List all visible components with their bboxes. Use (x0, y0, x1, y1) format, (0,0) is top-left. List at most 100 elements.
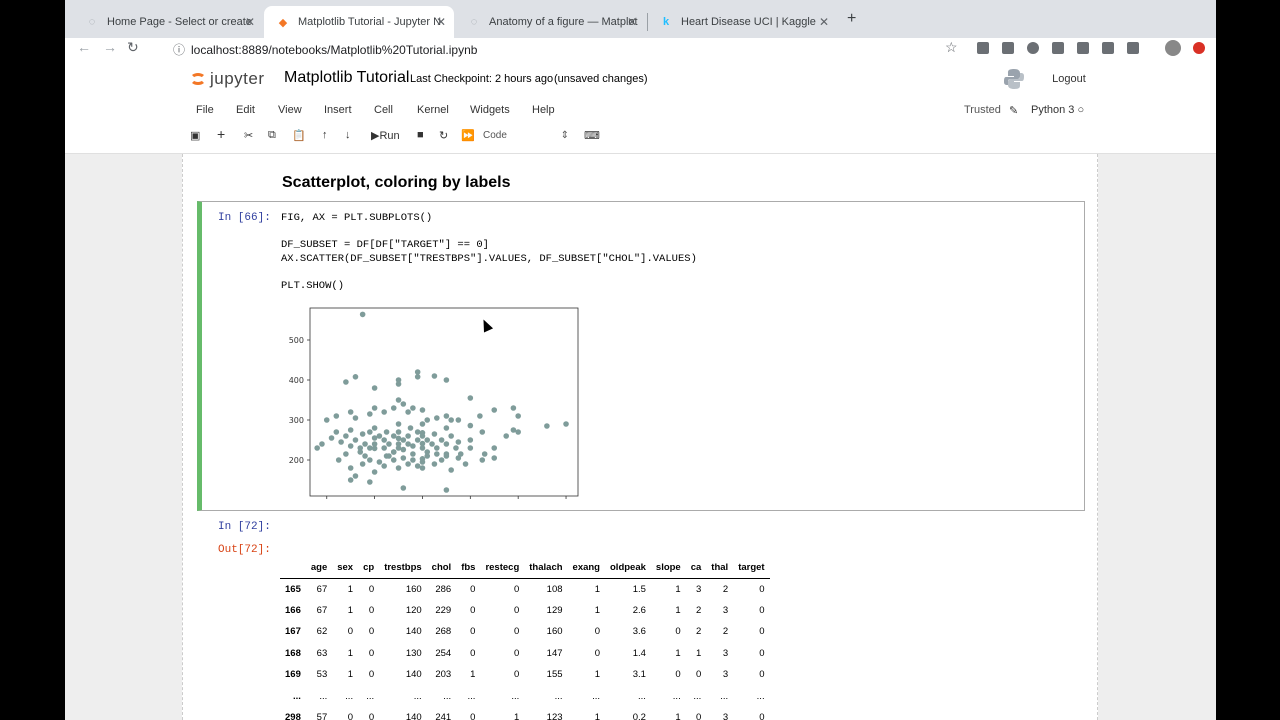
menu-kernel[interactable]: Kernel (417, 104, 449, 116)
scatter-point (462, 461, 469, 467)
scatter-point (359, 431, 366, 437)
table-cell: 2 (696, 604, 702, 616)
extension-icon[interactable] (1002, 42, 1014, 54)
menu-edit[interactable]: Edit (236, 104, 255, 116)
back-arrow-icon[interactable]: ← (77, 39, 91, 55)
cut-icon[interactable]: ✂ (244, 130, 254, 142)
code-cell-66[interactable]: In [66]: FIG, AX = PLT.SUBPLOTS() DF_SUB… (197, 201, 1085, 511)
row-index: ... (292, 690, 301, 702)
table-cell: 130 (405, 647, 422, 659)
table-header-row: age sex cp trestbps chol fbs restecg thalach exa… (280, 558, 770, 578)
table-cell: 2 (696, 626, 702, 638)
move-up-icon[interactable]: ↑ (322, 129, 328, 141)
scatter-point (352, 374, 359, 380)
scatter-point (419, 459, 426, 465)
menu-help[interactable]: Help (532, 104, 555, 116)
insert-cell-icon[interactable]: + (217, 126, 226, 142)
scatter-plot: 100 120 140 160 180 200 200 300 400 500 (272, 302, 582, 510)
scatter-point (503, 433, 510, 439)
table-cell: 0 (470, 604, 476, 616)
close-tab-icon[interactable]: ✕ (626, 15, 637, 29)
x-tick-label: 160 (463, 501, 478, 502)
logout-button[interactable]: Logout (1052, 73, 1086, 85)
scatter-point (371, 385, 378, 391)
scatter-point (410, 457, 416, 463)
tab-matplotlib-tutorial[interactable]: ◆ Matplotlib Tutorial - Jupyter N ✕ (264, 6, 454, 38)
scatter-point (371, 425, 378, 431)
scatter-point (347, 409, 354, 415)
table-cell: ... (467, 690, 476, 702)
extension-icon[interactable] (1102, 42, 1114, 54)
move-down-icon[interactable]: ↓ (345, 129, 351, 141)
table-cell: 254 (435, 647, 452, 659)
url-field[interactable]: ⓘ localhost:8889/notebooks/Matplotlib%20T… (173, 41, 477, 58)
menu-view[interactable]: View (278, 104, 302, 116)
table-cell: 0 (696, 669, 702, 681)
edit-pencil-icon[interactable]: ✎ (1009, 105, 1019, 117)
tab-home-page[interactable]: ◌ Home Page - Select or create ✕ (73, 6, 263, 38)
row-index: 165 (285, 583, 301, 595)
paste-icon[interactable]: 📋 (292, 130, 306, 142)
restart-run-all-icon[interactable]: ⏩ (461, 130, 475, 142)
keyboard-icon[interactable]: ⌨ (584, 130, 600, 142)
close-tab-icon[interactable]: ✕ (244, 15, 255, 29)
scatter-point (448, 467, 454, 473)
tab-anatomy-of-figure[interactable]: ◌ Anatomy of a figure — Matplot ✕ (455, 6, 645, 38)
table-cell: ... (592, 690, 600, 702)
menu-insert[interactable]: Insert (324, 104, 352, 116)
input-prompt: In [66]: (218, 212, 271, 224)
code-line: FIG, AX = PLT.SUBPLOTS() (281, 212, 433, 224)
table-cell: 0 (759, 712, 765, 720)
extension-icon[interactable] (1193, 42, 1205, 54)
extension-icon[interactable] (1052, 42, 1064, 54)
scatter-plot-svg: 100 120 140 160 180 200 200 300 400 500 (289, 307, 579, 510)
table-cell: 286 (435, 583, 452, 595)
scatter-point (352, 473, 359, 479)
table-cell: 147 (546, 647, 563, 659)
column-header: oldpeak (610, 562, 646, 574)
table-cell: 0 (675, 669, 681, 681)
table-cell: 0 (675, 626, 681, 638)
reload-icon[interactable]: ↻ (127, 39, 139, 55)
extension-icon[interactable] (1077, 42, 1089, 54)
scatter-point (467, 395, 474, 401)
menu-file[interactable]: File (196, 104, 214, 116)
interrupt-icon[interactable]: ■ (417, 129, 424, 141)
table-row: ........................................… (280, 686, 770, 708)
scatter-point (455, 417, 462, 423)
x-tick-label: 140 (415, 501, 430, 502)
bookmark-star-icon[interactable]: ☆ (945, 39, 958, 55)
extension-icon[interactable] (1027, 42, 1039, 54)
trusted-indicator[interactable]: Trusted (964, 104, 1001, 116)
table-cell: 0 (594, 647, 600, 659)
table-cell: 1 (696, 647, 702, 659)
scatter-point (434, 445, 440, 451)
run-button[interactable]: ▶︎Run (371, 129, 400, 142)
save-icon[interactable]: ▣ (190, 130, 201, 142)
extension-icon[interactable] (977, 42, 989, 54)
menu-cell[interactable]: Cell (374, 104, 393, 116)
jupyter-logo[interactable]: jupyter (188, 68, 265, 90)
tab-heart-disease-kaggle[interactable]: k Heart Disease UCI | Kaggle ✕ (647, 6, 837, 38)
notebook-area: Scatterplot, coloring by labels In [66]:… (65, 154, 1216, 720)
menu-widgets[interactable]: Widgets (470, 104, 510, 116)
scatter-point (429, 441, 435, 447)
profile-avatar[interactable] (1165, 40, 1181, 56)
table-cell: 0 (759, 604, 765, 616)
table-cell: 0 (368, 669, 375, 681)
scatter-point (410, 405, 416, 411)
scatter-point (419, 421, 426, 427)
new-tab-button[interactable]: + (847, 10, 857, 27)
copy-icon[interactable]: ⧉ (268, 129, 276, 141)
extension-icon[interactable] (1127, 42, 1139, 54)
close-tab-icon[interactable]: ✕ (435, 15, 446, 29)
notebook-title[interactable]: Matplotlib Tutorial (284, 69, 410, 86)
forward-arrow-icon[interactable]: → (103, 39, 117, 55)
table-cell: ... (443, 690, 452, 702)
table-row: 166 67 1 0 120 229 0 0 129 1 2.6 1 2 3 0 (280, 600, 770, 622)
scatter-point (419, 465, 426, 471)
restart-icon[interactable]: ↻ (439, 130, 449, 142)
close-tab-icon[interactable]: ✕ (818, 15, 829, 29)
table-cell: 1 (675, 712, 681, 720)
cell-type-select[interactable]: Code ⇕ (483, 130, 569, 141)
